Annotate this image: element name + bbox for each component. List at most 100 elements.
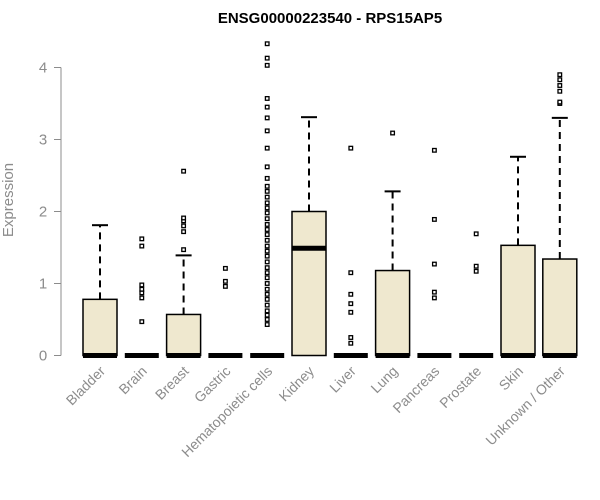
outlier-point bbox=[139, 236, 145, 242]
outlier-point bbox=[181, 247, 187, 253]
outlier-point bbox=[264, 96, 270, 101]
outlier-point bbox=[390, 130, 396, 136]
outlier-point bbox=[264, 296, 270, 302]
outlier-point bbox=[222, 283, 228, 289]
outlier-point bbox=[264, 210, 270, 216]
outlier-point bbox=[264, 145, 270, 151]
outlier-point bbox=[557, 77, 563, 83]
outlier-point bbox=[473, 263, 479, 269]
outlier-point bbox=[181, 168, 187, 174]
x-tick-label: Bladder bbox=[63, 363, 109, 409]
outlier-point bbox=[348, 145, 354, 151]
outlier-point bbox=[264, 322, 270, 327]
outlier-point bbox=[431, 147, 437, 153]
outlier-point bbox=[264, 164, 270, 170]
x-tick-label: Liver bbox=[326, 363, 359, 396]
outlier-point bbox=[264, 232, 270, 237]
box-rect bbox=[500, 244, 536, 357]
outlier-point bbox=[264, 259, 270, 265]
outlier-point bbox=[139, 319, 145, 325]
outlier-point bbox=[222, 265, 228, 271]
box-series bbox=[82, 41, 578, 358]
box-hematopoietic-cells bbox=[250, 41, 285, 358]
outlier-point bbox=[264, 227, 270, 232]
y-tick-label: 2 bbox=[39, 204, 47, 221]
outlier-point bbox=[348, 270, 354, 276]
box-kidney bbox=[291, 116, 327, 357]
outlier-point bbox=[264, 104, 270, 110]
outlier-point bbox=[473, 268, 479, 274]
box-brain bbox=[124, 236, 159, 358]
box-gastric bbox=[208, 265, 243, 358]
outlier-point bbox=[264, 183, 270, 189]
outlier-point bbox=[264, 248, 270, 254]
y-tick-label: 0 bbox=[39, 348, 47, 365]
outlier-point bbox=[264, 128, 270, 134]
outlier-point bbox=[264, 275, 270, 281]
outlier-point bbox=[139, 243, 145, 249]
box-bladder bbox=[82, 224, 118, 358]
outlier-point bbox=[264, 302, 270, 308]
y-tick-label: 4 bbox=[39, 60, 47, 77]
outlier-point bbox=[348, 335, 354, 340]
outlier-point bbox=[264, 55, 270, 61]
outlier-point bbox=[181, 215, 187, 221]
outlier-point bbox=[264, 270, 270, 276]
outlier-point bbox=[264, 317, 270, 322]
outlier-point bbox=[557, 83, 563, 88]
outlier-point bbox=[473, 231, 479, 237]
outlier-point bbox=[264, 188, 270, 194]
x-tick-label: Skin bbox=[496, 363, 527, 394]
outlier-point bbox=[348, 291, 354, 297]
outlier-point bbox=[348, 340, 354, 346]
outlier-point bbox=[431, 261, 437, 267]
box-rect bbox=[291, 210, 327, 357]
outlier-point bbox=[264, 194, 270, 200]
box-lung bbox=[374, 130, 411, 358]
outlier-point bbox=[264, 265, 270, 271]
chart-title: ENSG00000223540 - RPS15AP5 bbox=[218, 10, 442, 27]
box-prostate bbox=[459, 231, 494, 358]
outlier-point bbox=[348, 309, 354, 315]
outlier-point bbox=[181, 229, 187, 235]
outlier-point bbox=[557, 72, 563, 78]
box-breast bbox=[165, 168, 202, 358]
outlier-point bbox=[139, 286, 145, 292]
outlier-point bbox=[264, 175, 270, 181]
x-tick-label: Unknown / Other bbox=[482, 363, 568, 449]
box-rect bbox=[374, 269, 411, 357]
outlier-point bbox=[264, 281, 270, 286]
box-rect bbox=[165, 313, 202, 357]
outlier-point bbox=[431, 216, 437, 222]
x-tick-label: Lung bbox=[367, 363, 400, 396]
outlier-point bbox=[264, 291, 270, 297]
outlier-point bbox=[181, 223, 187, 229]
outlier-point bbox=[264, 308, 270, 314]
y-axis-label: Expression bbox=[0, 163, 17, 237]
outlier-point bbox=[264, 253, 270, 259]
outlier-point bbox=[264, 200, 270, 206]
outlier-point bbox=[264, 243, 270, 249]
x-tick-label: Breast bbox=[152, 363, 192, 403]
outlier-point bbox=[222, 278, 228, 284]
outlier-point bbox=[431, 289, 437, 295]
box-skin bbox=[500, 155, 536, 358]
outlier-point bbox=[264, 62, 270, 68]
outlier-point bbox=[264, 222, 270, 227]
outlier-point bbox=[264, 216, 270, 222]
outlier-point bbox=[264, 312, 270, 318]
outlier-point bbox=[139, 295, 145, 301]
box-rect bbox=[542, 258, 578, 357]
y-axis: 0 1 2 3 4 bbox=[39, 60, 62, 365]
outlier-point bbox=[431, 295, 437, 301]
x-tick-label: Prostate bbox=[436, 363, 484, 411]
outlier-point bbox=[264, 205, 270, 211]
outlier-point bbox=[557, 99, 563, 105]
outlier-point bbox=[264, 286, 270, 292]
outlier-point bbox=[264, 237, 270, 243]
x-tick-label: Brain bbox=[115, 363, 149, 397]
outlier-point bbox=[557, 88, 563, 94]
outlier-point bbox=[264, 115, 270, 121]
box-rect bbox=[82, 298, 118, 357]
